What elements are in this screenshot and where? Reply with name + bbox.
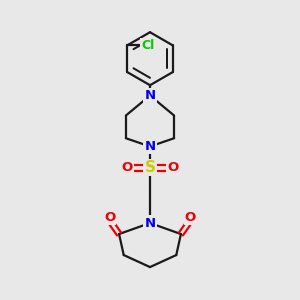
Text: O: O (167, 161, 178, 174)
Text: S: S (145, 160, 155, 175)
Text: N: N (144, 89, 156, 102)
Text: N: N (144, 140, 156, 153)
Text: O: O (122, 161, 133, 174)
Text: N: N (144, 217, 156, 230)
Text: O: O (104, 211, 116, 224)
Text: O: O (184, 211, 196, 224)
Text: Cl: Cl (141, 39, 154, 52)
